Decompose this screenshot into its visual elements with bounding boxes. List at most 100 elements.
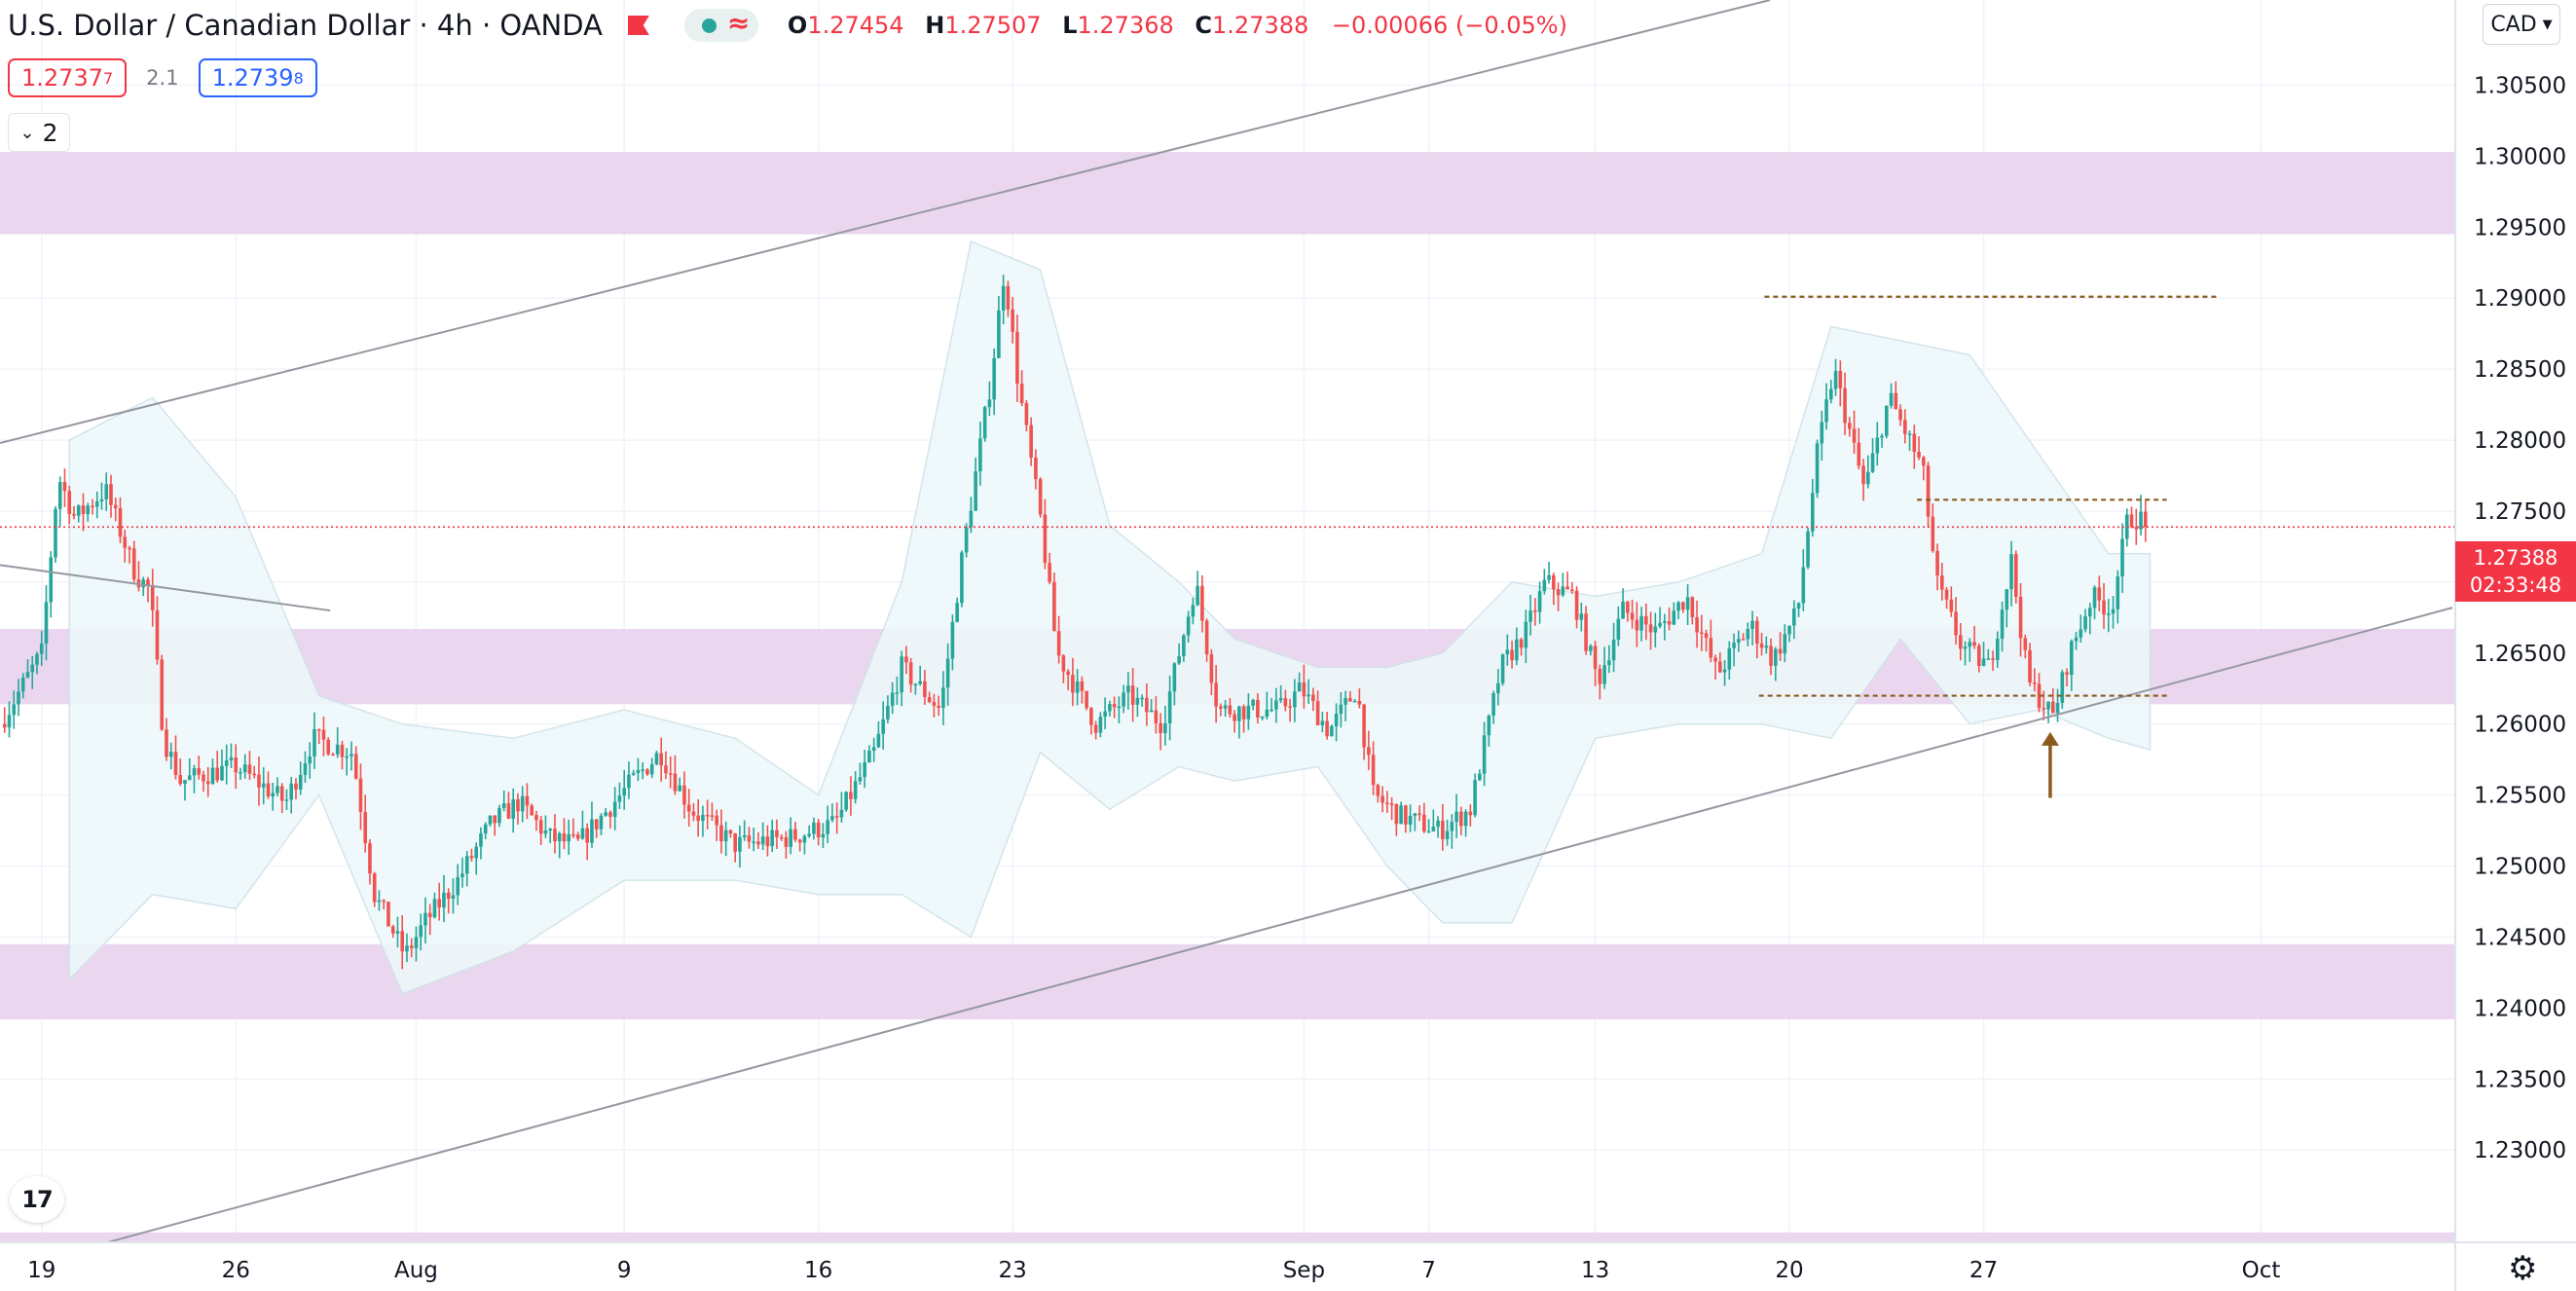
candle-body [1417,813,1421,816]
y-tick-label: 1.24500 [2474,925,2566,950]
indicator-toggle[interactable]: ≈ [683,7,758,42]
x-tick-label: Oct [2242,1258,2281,1283]
candle-body [747,834,752,842]
candle-body [1917,452,1921,458]
candle-body [131,548,136,580]
candle-body [511,799,516,819]
quote-row: 1.2737 7 2.1 1.2739 8 [8,56,317,99]
candle-body [1274,700,1278,710]
candle-body [54,508,57,558]
candle-body [2023,638,2028,650]
candle-body [1441,820,1445,839]
candle-body [1528,610,1532,622]
candle-body [641,769,644,771]
buy-button[interactable]: 1.2739 8 [198,58,317,97]
candle-body [1519,639,1524,648]
candle-body [834,816,839,818]
candle-body [1579,613,1584,620]
candle-body [1981,658,1986,666]
x-tick-label: Sep [1283,1258,1325,1283]
candle-body [1515,639,1519,661]
candle-body [1163,722,1167,733]
symbol-title[interactable]: U.S. Dollar / Canadian Dollar · 4h · OAN… [8,9,603,42]
x-tick-label: 26 [222,1258,250,1283]
candle-body [1426,830,1431,833]
currency-selector[interactable]: CAD ▼ [2483,4,2560,45]
candle-body [1145,697,1149,713]
candle-body [1306,694,1310,697]
candle-body [1524,621,1528,648]
candle-body [548,829,552,830]
candle-body [173,752,178,776]
sell-button[interactable]: 1.2737 7 [8,58,128,97]
candle-body [742,834,747,837]
candle-body [326,739,331,755]
candle-body [178,775,183,784]
candle-body [627,774,631,789]
candle-body [960,552,964,604]
candle-body [932,701,937,706]
candle-body [1885,405,1889,436]
open-key: O [787,12,808,39]
candle-body [451,895,456,900]
candle-body [1783,634,1787,654]
candle-body [945,658,950,688]
candle-body [395,931,400,934]
candle-body [1894,392,1898,410]
settings-gear-icon[interactable]: ⚙ [2508,1249,2538,1288]
candle-body [802,835,807,843]
candle-body [1496,682,1500,694]
candle-body [918,681,922,684]
y-tick-label: 1.25000 [2474,855,2566,880]
candle-body [1293,691,1297,708]
candle-body [187,775,192,781]
candle-body [1737,639,1741,644]
candle-body [830,816,834,821]
y-tick-label: 1.30000 [2474,144,2566,169]
candle-body [94,500,99,507]
bar-countdown: 02:33:48 [2469,573,2562,597]
candle-body [1468,811,1473,816]
flag-icon[interactable] [627,16,649,35]
candle-body [155,609,160,660]
candle-body [76,505,81,516]
candle-body [1755,620,1759,644]
candle-body [2050,701,2055,714]
candle-body [1778,648,1783,654]
candle-body [1991,658,1995,660]
candle-body [104,484,109,499]
candle-body [427,912,432,918]
candle-body [123,536,128,548]
candle-body [1246,705,1251,719]
candle-body [590,819,594,843]
candle-body [1663,621,1667,623]
candle-body [923,681,927,697]
candle-body [580,828,585,839]
chart-header: U.S. Dollar / Canadian Dollar · 4h · OAN… [8,6,1581,45]
zone-band [0,152,2455,235]
candle-body [715,815,718,826]
x-tick-label: 16 [804,1258,832,1283]
candle-body [400,931,405,952]
candle-body [1820,422,1824,444]
candle-body [464,856,469,874]
tradingview-logo[interactable]: 17 [10,1176,64,1223]
currency-label: CAD [2490,12,2537,37]
candle-body [372,873,377,903]
candle-body [2037,683,2042,709]
candle-body [2079,629,2083,638]
indicators-collapse-button[interactable]: ⌄ 2 [8,113,70,152]
candle-body [1939,575,1944,590]
candle-body [696,815,700,822]
candle-body [1352,700,1357,703]
candle-body [1348,697,1352,702]
trend-line [103,607,2453,1242]
candle-body [215,767,220,781]
candle-body [1870,453,1875,472]
candle-body [1561,586,1565,596]
candle-body [553,829,557,842]
candle-body [1500,654,1505,683]
candle-body [160,659,165,730]
trend-line [0,0,1771,444]
